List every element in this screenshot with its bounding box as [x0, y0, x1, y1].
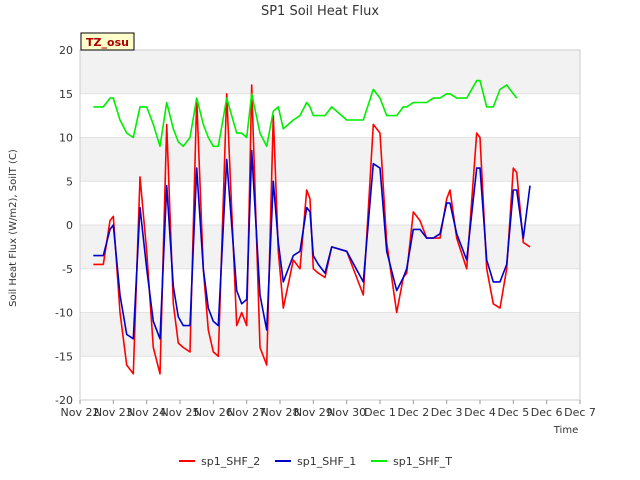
y-tick-label: 20	[59, 44, 73, 57]
legend-label: sp1_SHF_1	[297, 455, 356, 468]
chart-title: SP1 Soil Heat Flux	[261, 4, 379, 19]
x-tick-label: Dec 6	[531, 406, 563, 419]
series-line-sp1_SHF_T	[93, 79, 518, 148]
series-line-sp1_SHF_1	[93, 149, 531, 340]
y-tick-label: -10	[55, 307, 73, 320]
y-tick-label: 10	[59, 132, 73, 145]
x-tick-label: Nov 30	[327, 406, 366, 419]
x-tick-label: Nov 29	[294, 406, 333, 419]
x-tick-label: Nov 24	[127, 406, 166, 419]
x-tick-label: Dec 3	[431, 406, 463, 419]
plot-frame	[79, 49, 581, 401]
grid-band	[80, 50, 580, 94]
y-axis-label: Soil Heat Flux (W/m2), SoilT (C)	[8, 149, 19, 307]
x-tick-label: Dec 1	[364, 406, 396, 419]
x-tick-label: Nov 25	[161, 406, 200, 419]
plot-area	[93, 79, 531, 375]
x-axis-label: Time	[553, 425, 578, 436]
grid-band	[80, 312, 580, 357]
legend-label: sp1_SHF_T	[393, 455, 452, 468]
legend: sp1_SHF_2 sp1_SHF_1 sp1_SHF_T	[179, 455, 452, 468]
x-tick-label: Nov 23	[94, 406, 133, 419]
grid-bands	[79, 49, 581, 401]
x-tick-label: Dec 4	[464, 406, 496, 419]
y-tick-label: 15	[59, 88, 73, 101]
x-tick-label: Nov 26	[194, 406, 233, 419]
x-tick-label: Nov 22	[61, 406, 100, 419]
y-tick-label: -15	[55, 350, 73, 363]
station-badge: TZ_osu	[80, 32, 135, 51]
x-tick-label: Nov 27	[227, 406, 266, 419]
x-tick-label: Dec 5	[497, 406, 529, 419]
x-tick-label: Nov 28	[261, 406, 300, 419]
legend-label: sp1_SHF_2	[201, 455, 260, 468]
station-badge-box	[80, 32, 135, 51]
x-tick-label: Dec 7	[564, 406, 596, 419]
y-tick-label: -5	[62, 263, 73, 276]
y-axis-ticks: -20 -15 -10 -5 0 5 10 15 20	[55, 44, 73, 407]
x-tick-label: Dec 2	[397, 406, 429, 419]
station-badge-label: TZ_osu	[86, 36, 129, 49]
grid-band	[80, 137, 580, 182]
y-tick-label: 5	[66, 175, 73, 188]
y-tick-label: 0	[66, 219, 73, 232]
y-tick-label: -20	[55, 394, 73, 407]
grid-band	[80, 225, 580, 269]
